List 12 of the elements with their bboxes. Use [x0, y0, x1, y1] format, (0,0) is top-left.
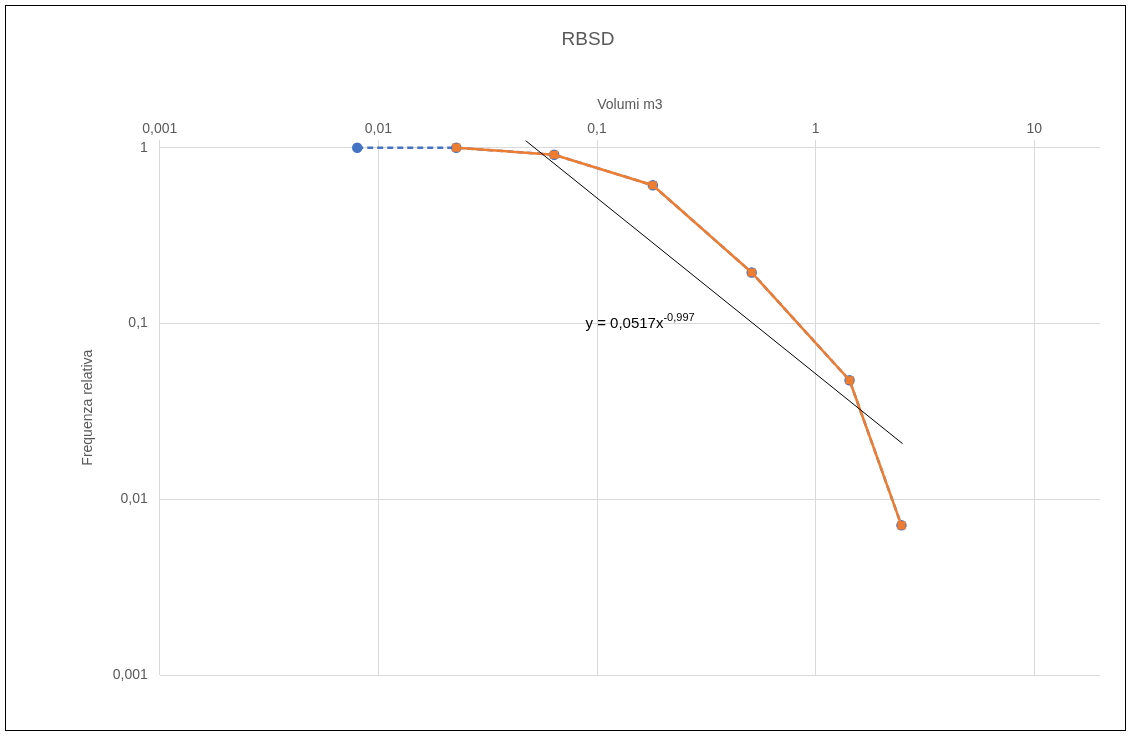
x-tick-label: 1 — [811, 119, 820, 136]
x-tick-label: 0,001 — [142, 119, 178, 136]
chart-title: RBSD — [561, 27, 615, 49]
y-axis-title: Frequenza relativa — [79, 349, 96, 466]
x-tick-label: 0,01 — [364, 119, 393, 136]
x-tick-label: 10 — [1026, 119, 1043, 136]
x-tick-label: 0,1 — [587, 119, 607, 136]
y-tick-label: 1 — [140, 138, 149, 155]
y-tick-label: 0,1 — [128, 314, 149, 331]
x-axis-title: Volumi m3 — [597, 96, 663, 113]
y-tick-label: 0,01 — [120, 490, 149, 507]
y-tick-label: 0,001 — [112, 665, 149, 682]
